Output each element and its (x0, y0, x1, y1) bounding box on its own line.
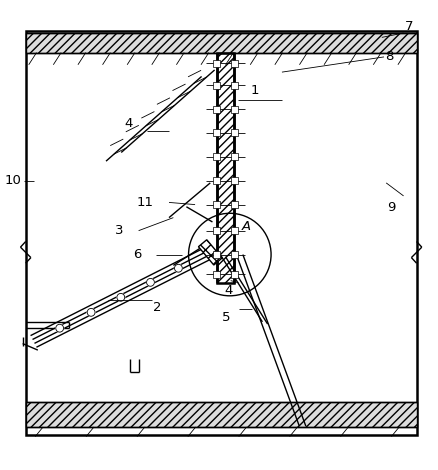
Bar (230, 201, 237, 208)
Bar (230, 129, 237, 136)
Circle shape (117, 293, 124, 301)
Text: 5: 5 (222, 312, 230, 324)
Bar (216, 53, 233, 283)
Text: 2: 2 (152, 301, 161, 314)
Circle shape (146, 278, 154, 286)
Bar (230, 60, 237, 67)
Bar (25, 402, 416, 427)
Text: 8: 8 (385, 50, 393, 63)
Text: 3: 3 (115, 224, 123, 237)
Bar (213, 129, 220, 136)
Bar (213, 153, 220, 160)
Bar (213, 251, 220, 258)
Bar (213, 60, 220, 67)
Text: 10: 10 (4, 174, 21, 187)
Bar (230, 106, 237, 112)
Bar (213, 271, 220, 278)
Text: 11: 11 (137, 196, 153, 209)
Text: 9: 9 (386, 201, 395, 214)
Bar (230, 271, 237, 278)
Text: 4: 4 (224, 284, 233, 297)
Bar (213, 106, 220, 112)
Bar (230, 227, 237, 234)
Text: 4: 4 (124, 117, 132, 130)
Text: 7: 7 (404, 20, 413, 32)
Circle shape (56, 324, 64, 332)
Circle shape (174, 264, 182, 272)
Bar (25, 31, 416, 435)
Bar (213, 82, 220, 89)
Bar (230, 153, 237, 160)
Bar (25, 33, 416, 53)
Circle shape (87, 308, 95, 316)
Text: 1: 1 (250, 84, 258, 97)
Bar (230, 251, 237, 258)
Bar (213, 227, 220, 234)
Polygon shape (198, 240, 222, 265)
Bar (213, 177, 220, 184)
Text: 6: 6 (133, 248, 141, 261)
Bar (230, 177, 237, 184)
Bar (213, 201, 220, 208)
Bar (230, 82, 237, 89)
Text: A: A (241, 220, 251, 233)
